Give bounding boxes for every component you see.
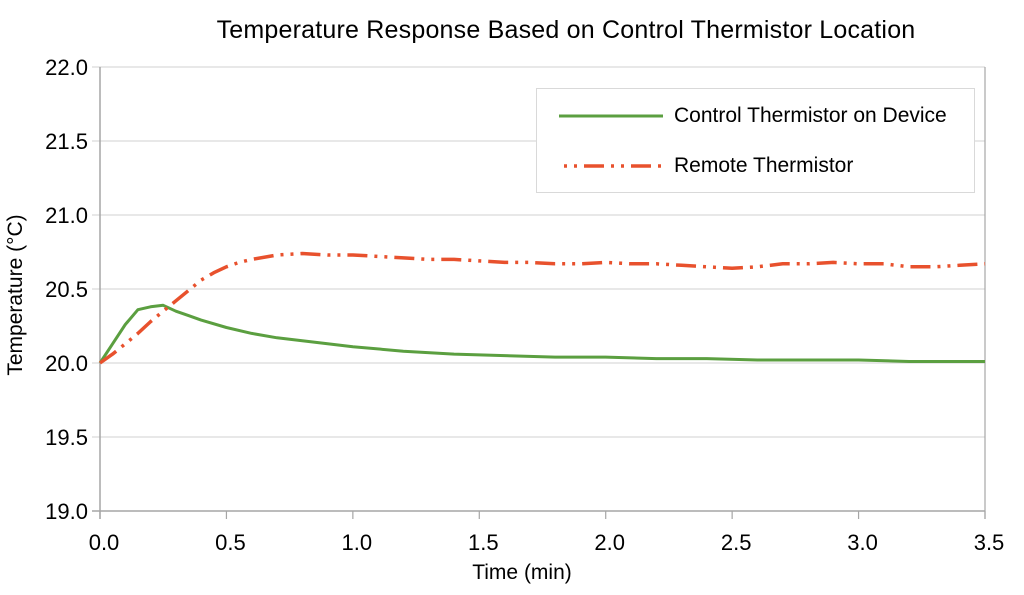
x-tick-label: 3.0 [847, 530, 878, 555]
series-line-1 [98, 251, 986, 365]
y-axis-title: Temperature (°C) [4, 214, 27, 376]
legend-item-remote-thermistor: Remote Thermistor [559, 145, 974, 187]
legend-label: Control Thermistor on Device [674, 103, 947, 127]
y-tick-label: 19.5 [45, 425, 88, 450]
x-tick-label: 2.5 [721, 530, 752, 555]
legend: Control Thermistor on Device Remote Ther… [536, 88, 975, 193]
y-tick-label: 21.0 [45, 203, 88, 228]
x-tick-label: 3.5 [974, 530, 1005, 555]
y-tick-label: 22.0 [45, 55, 88, 80]
legend-line-swatch-dashed [559, 163, 663, 168]
y-tick-label: 20.0 [45, 351, 88, 376]
x-tick-label: 2.0 [594, 530, 625, 555]
chart-title: Temperature Response Based on Control Th… [216, 16, 916, 44]
y-tick-label: 21.5 [45, 129, 88, 154]
legend-label: Remote Thermistor [674, 153, 854, 177]
x-tick-label: 1.0 [342, 530, 373, 555]
y-tick-label: 19.0 [45, 499, 88, 524]
x-tick-label: 1.5 [468, 530, 499, 555]
legend-line-swatch-solid [559, 114, 663, 117]
x-tick-label: 0.5 [215, 530, 246, 555]
x-axis-title: Time (min) [472, 561, 572, 584]
x-tick-label: 0.0 [89, 530, 120, 555]
series-line-0 [98, 303, 985, 364]
y-tick-label: 20.5 [45, 277, 88, 302]
legend-item-control-thermistor: Control Thermistor on Device [559, 95, 974, 137]
